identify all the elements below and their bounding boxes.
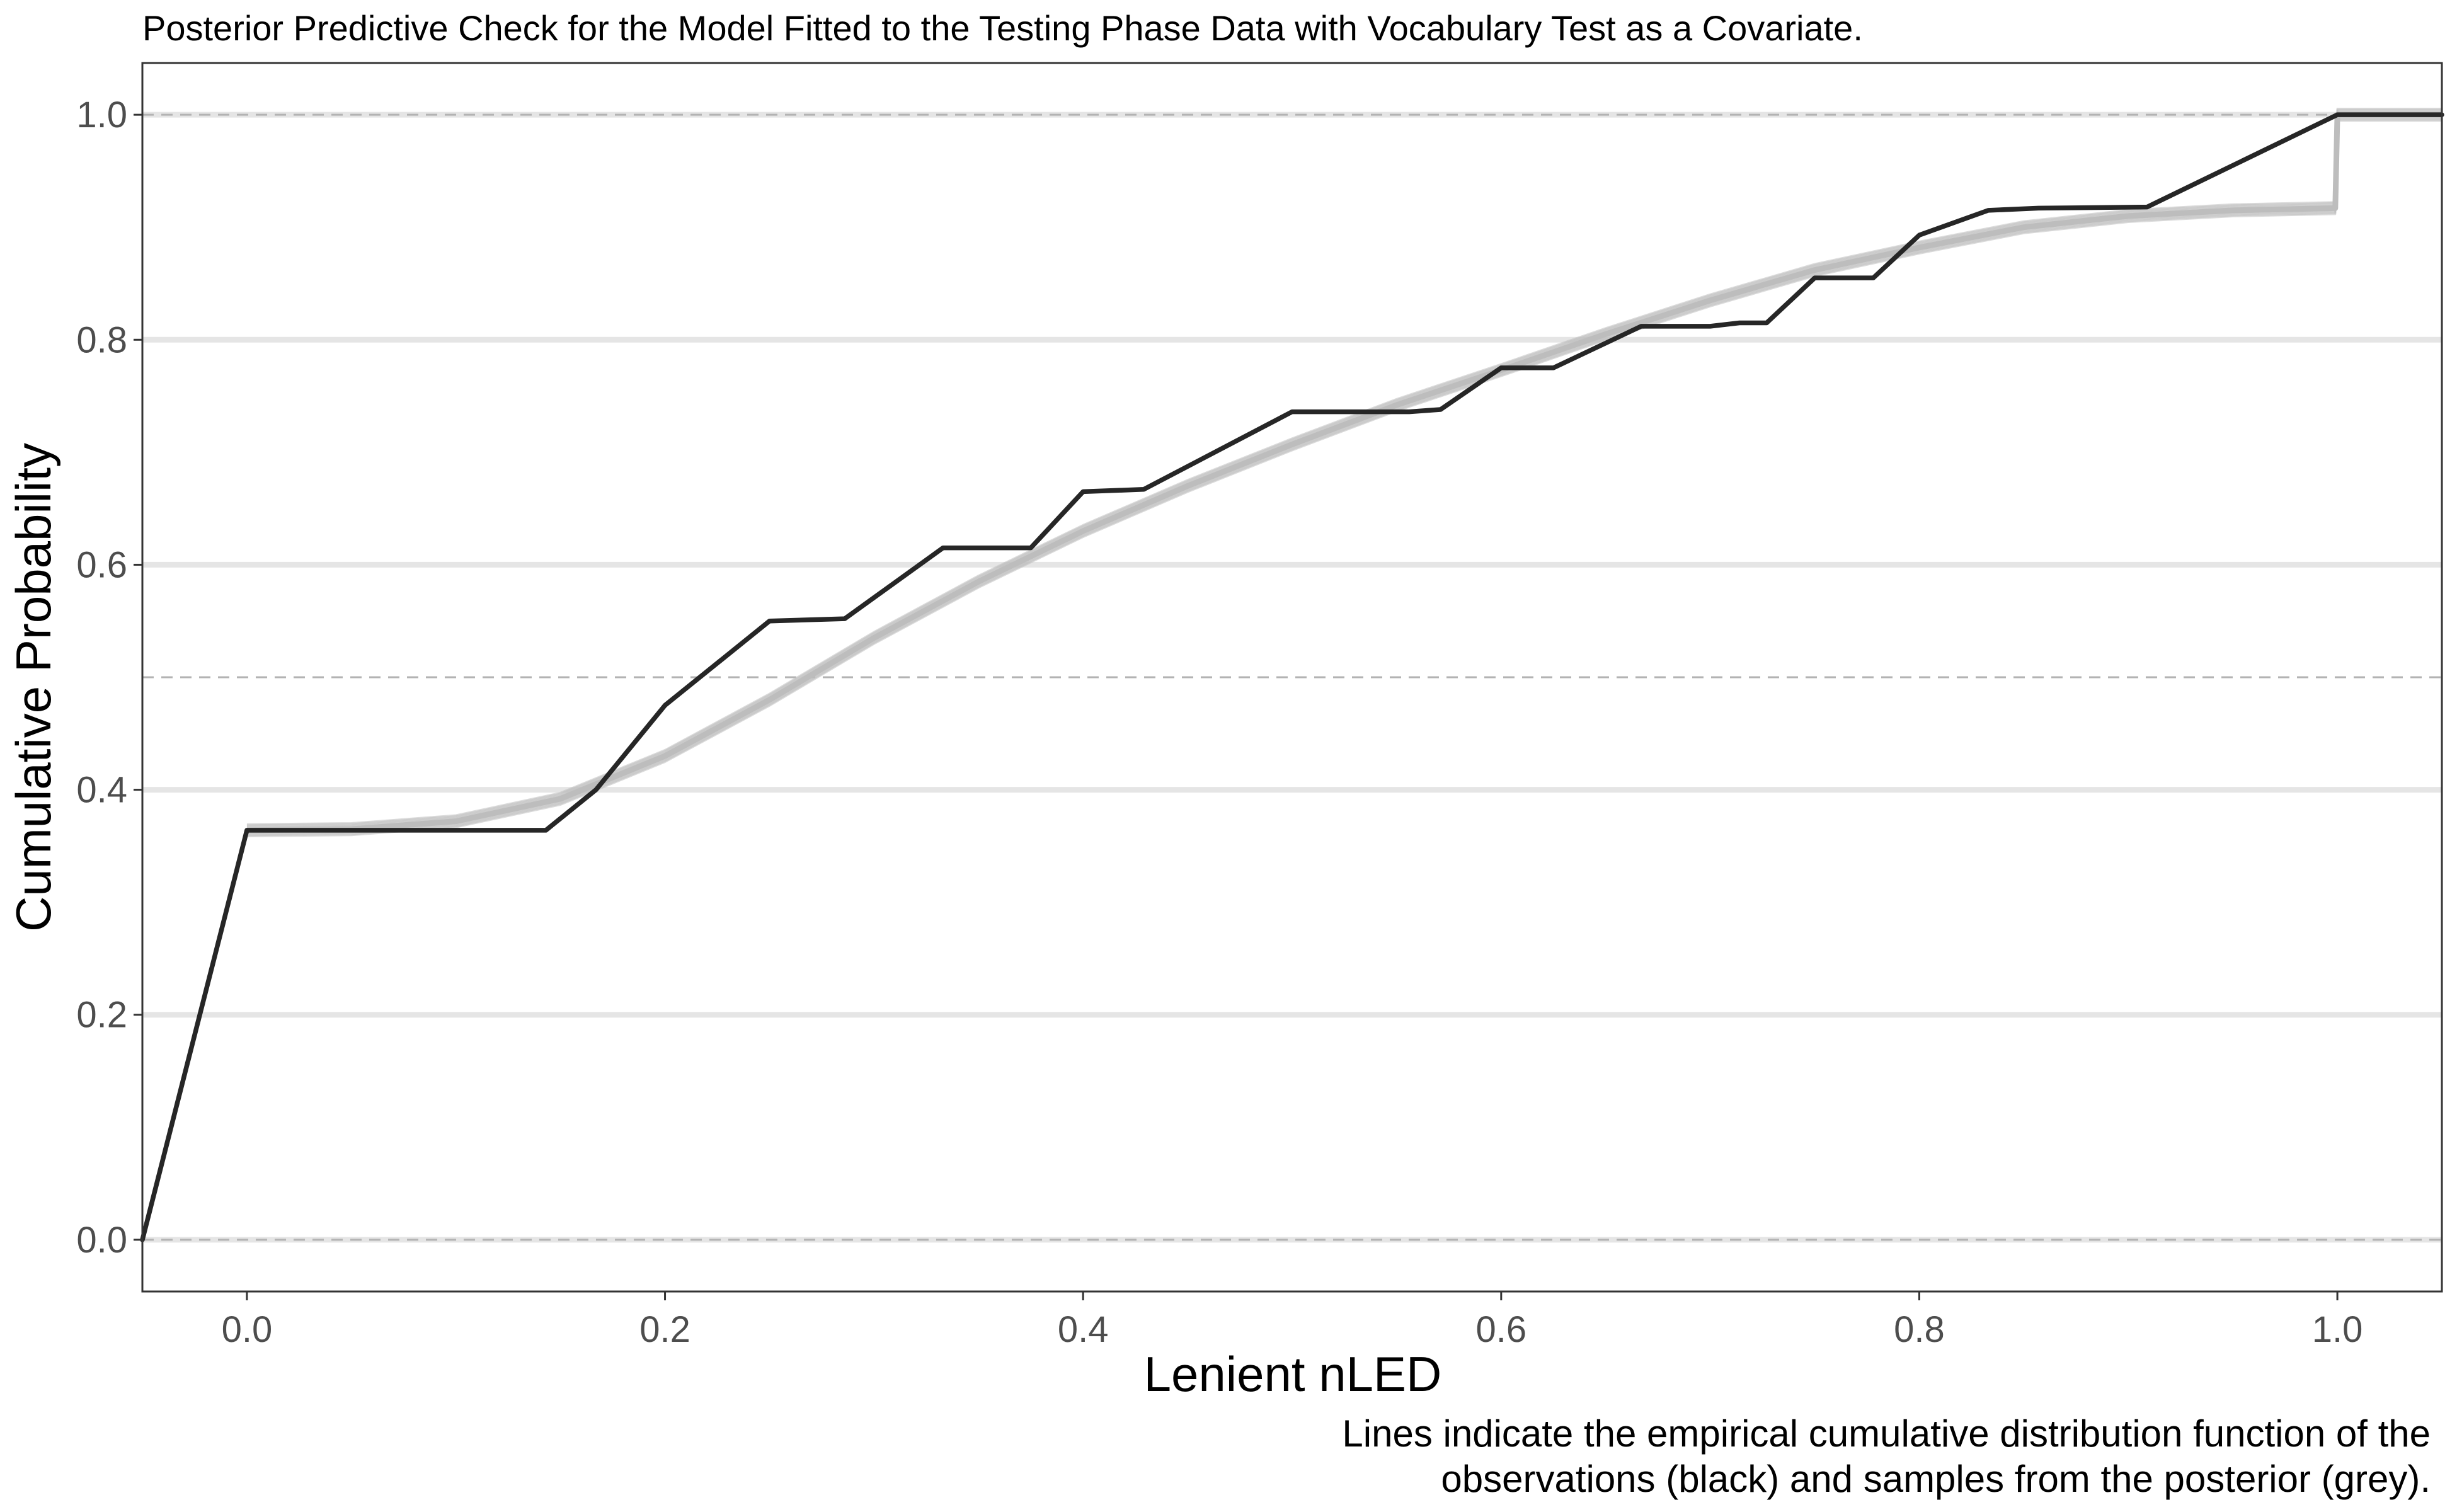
y-tick-label-3: 0.6 bbox=[76, 544, 127, 585]
caption-line-1: Lines indicate the empirical cumulative … bbox=[1342, 1412, 2431, 1455]
x-axis-title: Lenient nLED bbox=[1144, 1346, 1442, 1402]
posterior-samples bbox=[246, 108, 2442, 837]
plot-panel-border bbox=[141, 62, 2443, 1293]
x-tick-label-1: 0.2 bbox=[639, 1309, 690, 1350]
chart-title: Posterior Predictive Check for the Model… bbox=[142, 8, 1863, 48]
x-tick-label-0: 0.0 bbox=[222, 1309, 273, 1350]
y-axis-ticks: 0.0 0.2 0.4 0.6 0.8 1.0 bbox=[76, 94, 142, 1261]
y-tick-label-2: 0.4 bbox=[76, 770, 127, 811]
caption-line-2: observations (black) and samples from th… bbox=[1441, 1458, 2431, 1500]
y-tick-label-1: 0.2 bbox=[76, 995, 127, 1036]
plot-panel bbox=[140, 62, 2444, 1293]
y-tick-label-5: 1.0 bbox=[76, 94, 127, 135]
observed-ecdf bbox=[140, 112, 2444, 1242]
observed-ecdf-line bbox=[140, 112, 2444, 1242]
x-tick-label-2: 0.4 bbox=[1058, 1309, 1109, 1350]
reference-lines bbox=[142, 113, 2442, 1241]
posterior-sample-line-core bbox=[246, 112, 2442, 833]
x-tick-label-3: 0.6 bbox=[1475, 1309, 1526, 1350]
x-tick-label-5: 1.0 bbox=[2312, 1309, 2363, 1350]
x-tick-label-4: 0.8 bbox=[1894, 1309, 1945, 1350]
y-tick-label-4: 0.8 bbox=[76, 319, 127, 360]
y-tick-label-0: 0.0 bbox=[76, 1220, 127, 1261]
x-axis-ticks: 0.0 0.2 0.4 0.6 0.8 1.0 bbox=[222, 1292, 2363, 1350]
y-axis-title: Cumulative Probability bbox=[6, 443, 61, 932]
